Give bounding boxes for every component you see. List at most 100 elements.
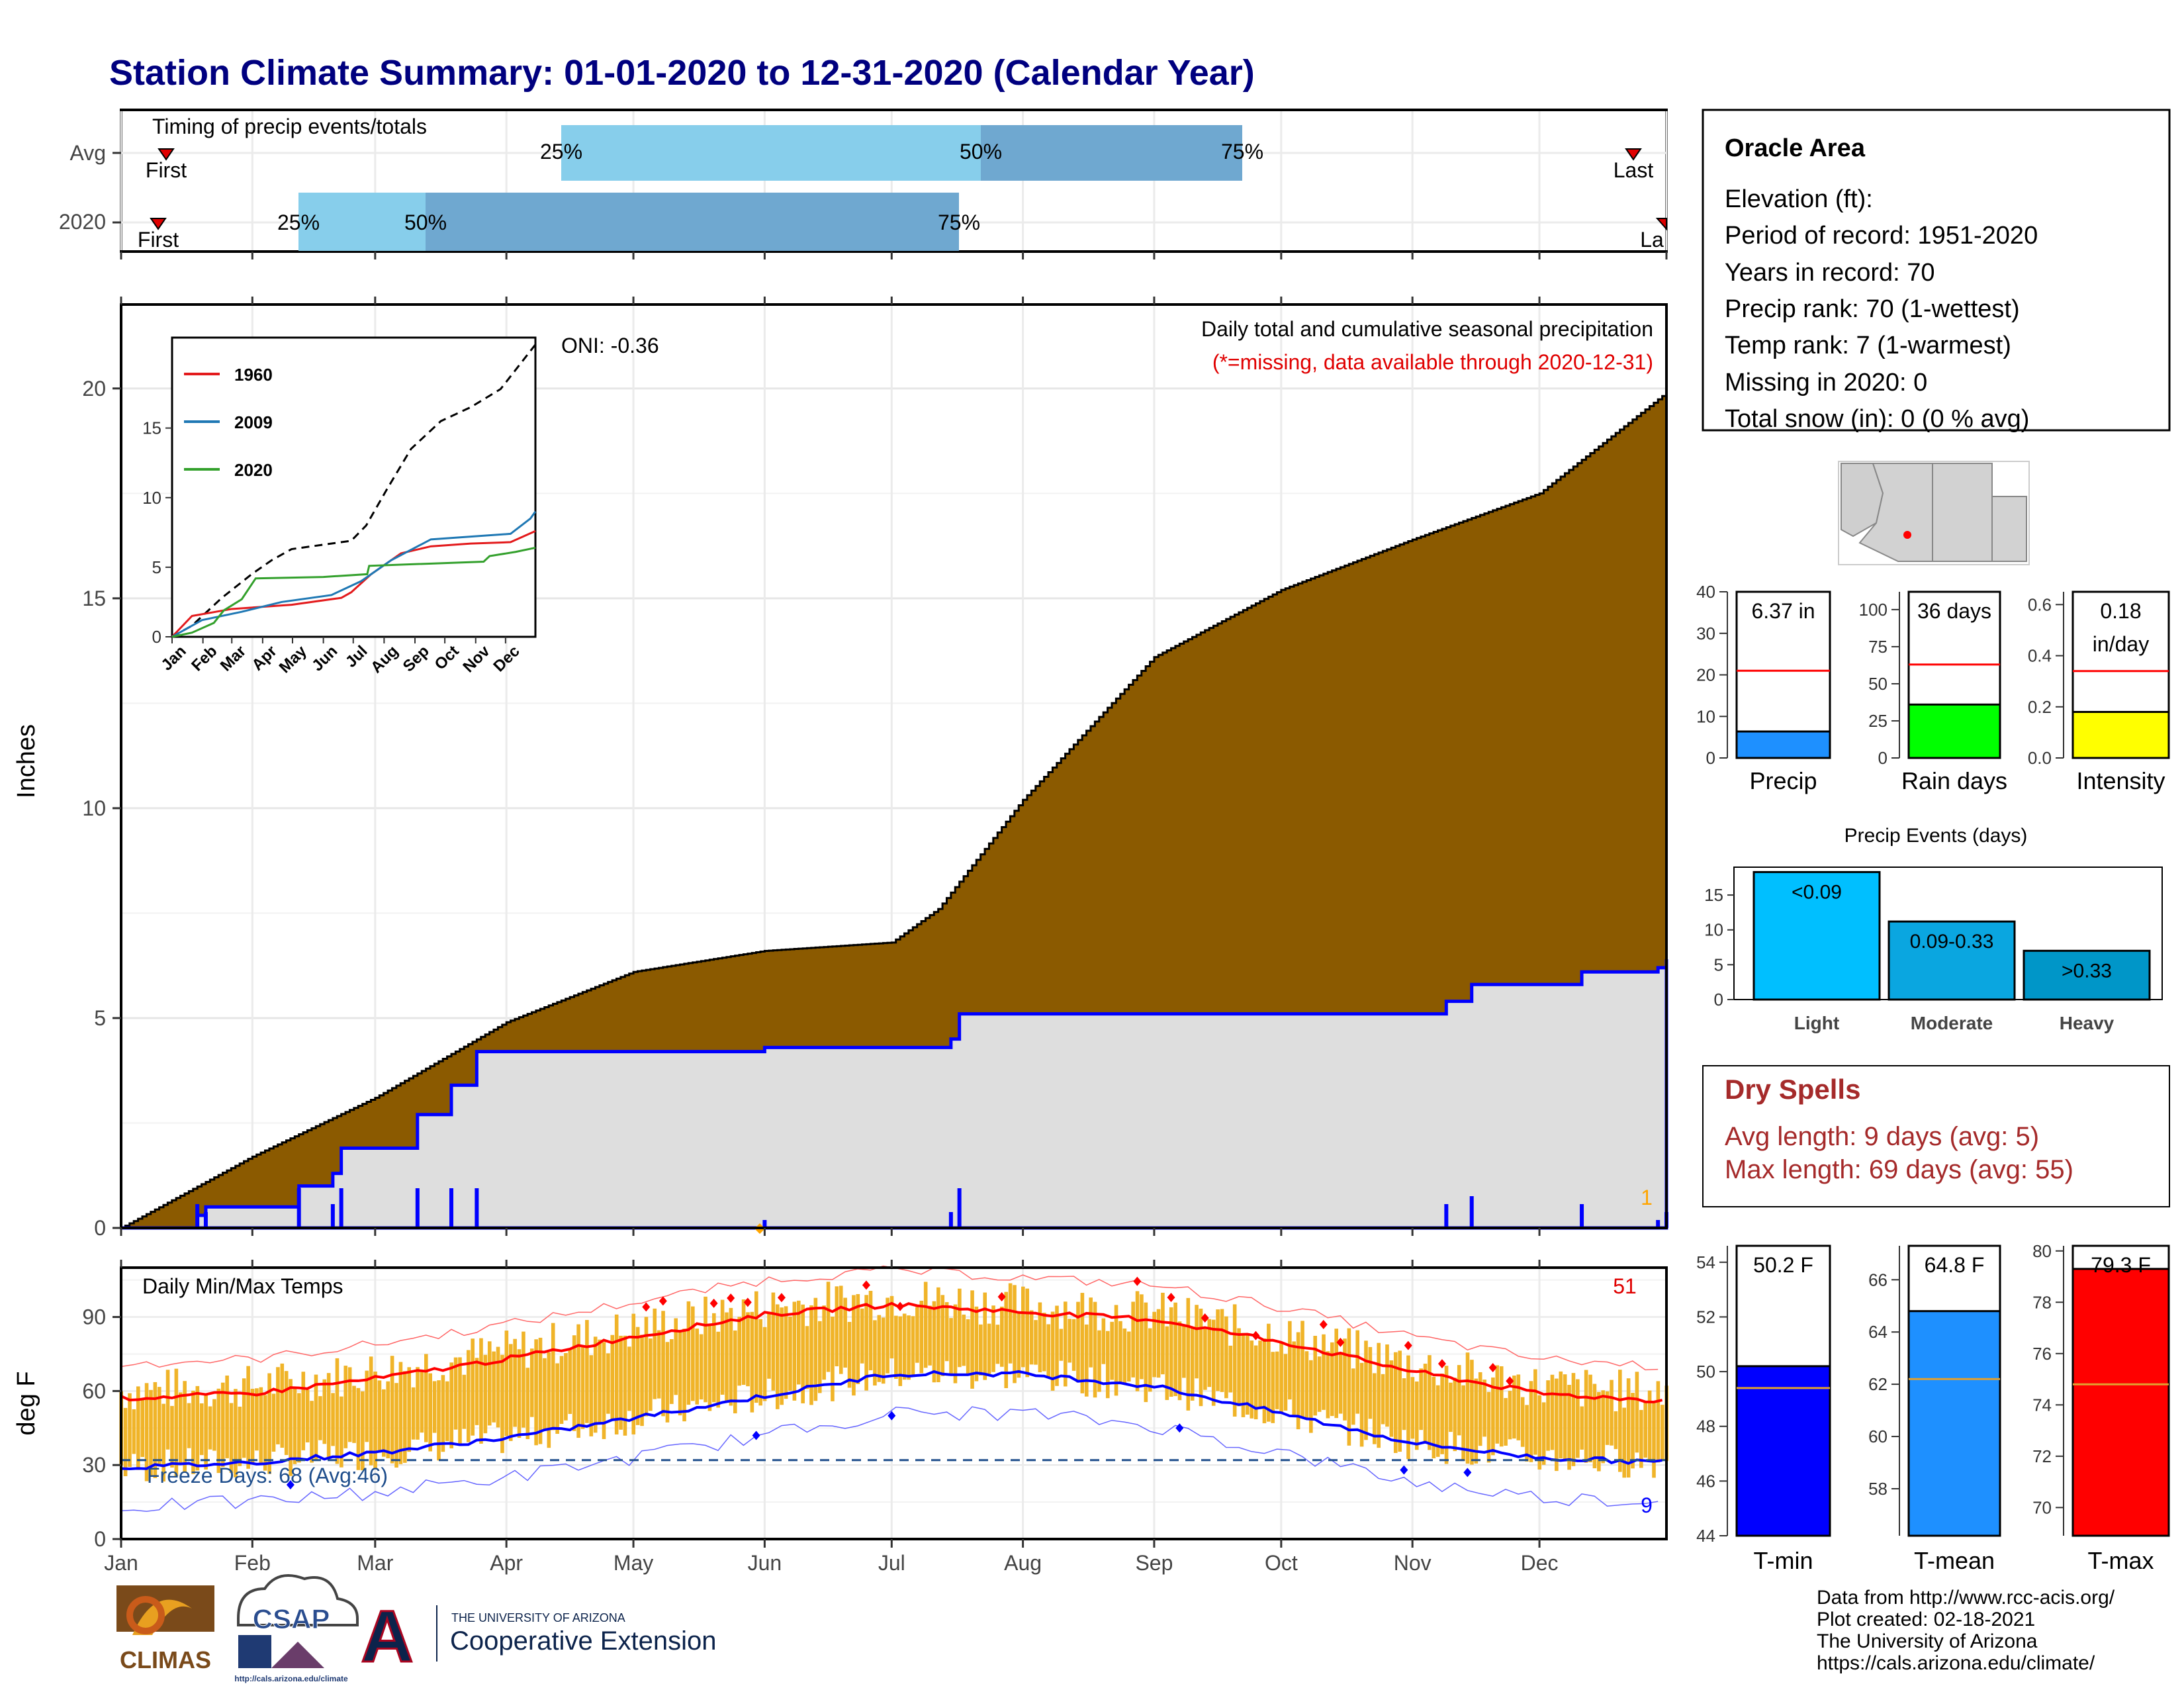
daily-temp-bar (940, 1295, 945, 1376)
daily-temp-bar (1250, 1340, 1254, 1419)
daily-temp-bar (1635, 1372, 1639, 1453)
daily-temp-bar (1516, 1374, 1521, 1440)
daily-temp-bar (1351, 1368, 1355, 1425)
daily-temp-bar (1652, 1402, 1656, 1478)
daily-temp-bar (369, 1356, 373, 1466)
timing-2020-p75: 75% (938, 211, 980, 234)
tmean-bar-value-label: 64.8 F (1925, 1253, 1985, 1277)
daily-temp-bar (602, 1342, 606, 1439)
tmean-bar: 58 60 62 64 66 64.8 F T-mean (1868, 1244, 2001, 1574)
daily-temp-bar (403, 1371, 407, 1463)
daily-precip-bar (330, 1204, 335, 1228)
tmin-bar-ytick-label: 44 (1696, 1526, 1715, 1546)
events-bar-label: Light (1794, 1013, 1839, 1033)
daily-temp-bar (1491, 1377, 1495, 1456)
daily-temp-bar (1470, 1360, 1474, 1465)
precip-ytick-label: 15 (82, 586, 106, 610)
daily-temp-bar (466, 1350, 471, 1442)
dry-spells-line-2: Max length: 69 days (avg: 55) (1725, 1155, 2073, 1184)
daily-temp-bar (1377, 1342, 1381, 1448)
daily-temp-bar (923, 1282, 928, 1368)
ua-logo: A THE UNIVERSITY OF ARIZONA Cooperative … (360, 1595, 717, 1679)
station-location-dot (1903, 531, 1911, 539)
daily-temp-bar (1398, 1350, 1402, 1452)
daily-temp-bar (534, 1339, 538, 1446)
daily-temp-bar (1499, 1366, 1504, 1447)
daily-temp-bar (301, 1372, 306, 1450)
daily-temp-bar (1563, 1374, 1567, 1462)
daily-temp-bar (525, 1368, 530, 1440)
climas-logo: CLIMAS (116, 1585, 214, 1673)
inset-ytick-label: 0 (152, 627, 161, 647)
csap-logo-url: http://cals.arizona.edu/climate (234, 1674, 348, 1683)
precip-ytick-label: 5 (94, 1006, 106, 1030)
record-high-marker (1336, 1337, 1345, 1347)
daily-temp-bar (458, 1357, 462, 1446)
daily-temp-bar (1389, 1360, 1394, 1437)
precip-frame (120, 303, 1668, 1229)
daily-temp-bar (496, 1346, 500, 1428)
record-high-marker (1506, 1376, 1514, 1386)
daily-temp-bar (640, 1335, 644, 1427)
temp-xtick-label: Jul (878, 1551, 905, 1575)
daily-temp-bar (543, 1358, 547, 1431)
timing-avg-bar-early (561, 125, 981, 181)
rain-days-bar-ytick-label: 100 (1859, 600, 1888, 620)
footer-line-3: The University of Arizona (1817, 1630, 2038, 1652)
daily-temp-bar (902, 1313, 907, 1380)
daily-temp-bar (1330, 1342, 1334, 1417)
daily-temp-bar (1428, 1355, 1432, 1450)
daily-temp-bar (627, 1346, 631, 1411)
daily-temp-bar (522, 1331, 525, 1428)
daily-temp-bar (1156, 1309, 1161, 1378)
temp-panel: 0 30 60 90 Jan Feb Mar Apr May Jun Jul Aug Sep Oct Nov… (13, 1260, 1668, 1575)
daily-temp-bar (250, 1389, 255, 1463)
daily-temp-bar (919, 1300, 924, 1374)
daily-precip-bar (339, 1188, 343, 1228)
precip-total-bar-frame (1735, 590, 1831, 759)
inset-2020-line (171, 546, 536, 638)
temp-ytick-label: 30 (82, 1453, 106, 1477)
daily-temp-bar (280, 1363, 285, 1448)
events-bar-moderate (1888, 920, 2016, 1001)
timing-avg-p75: 75% (1221, 140, 1263, 164)
daily-temp-bar (1580, 1406, 1584, 1450)
daily-temp-bar (508, 1344, 513, 1441)
daily-temp-bar (1195, 1305, 1199, 1379)
daily-temp-bar (1296, 1332, 1300, 1430)
daily-temp-bar (962, 1314, 966, 1366)
intensity-bar-ytick-label: 0.2 (2028, 697, 2052, 717)
daily-temp-bar (1309, 1360, 1313, 1433)
daily-temp-bar (335, 1358, 340, 1464)
daily-temp-bar (1292, 1341, 1297, 1417)
precip-total-bar-label: Precip (1749, 767, 1817, 794)
avg-min-line (120, 1370, 1662, 1470)
daily-temp-bar (199, 1403, 204, 1456)
inset-frame (171, 336, 537, 638)
daily-temp-bar (1322, 1334, 1326, 1410)
info-line-temp-rank: Temp rank: 7 (1-warmest) (1725, 332, 2011, 359)
daily-temp-bar (1546, 1380, 1550, 1451)
daily-temp-bar (1148, 1328, 1152, 1392)
daily-temp-bar (340, 1396, 343, 1468)
info-line-elevation: Elevation (ft): (1725, 185, 1873, 213)
daily-temp-bar (1046, 1324, 1050, 1378)
daily-temp-bar (1173, 1302, 1177, 1397)
record-high-marker (709, 1298, 718, 1308)
timing-panel: Timing of precip events/totals Avg 2020 … (59, 109, 1668, 259)
daily-temp-bar (144, 1383, 149, 1481)
daily-temp-bar (1512, 1375, 1516, 1439)
ua-letter: A (361, 1596, 413, 1677)
summary-temp-bars: 44 46 48 50 52 54 50.2 F T-min 58 60 62 64 66 64.8 F T… (1696, 1241, 2170, 1574)
tmin-bar-value-bar (1735, 1365, 1831, 1537)
daily-temp-bar (382, 1389, 386, 1457)
daily-temp-bar (657, 1330, 661, 1399)
daily-temp-bar (1068, 1319, 1071, 1363)
daily-temp-bar (674, 1318, 678, 1395)
daily-temp-bar (1610, 1380, 1614, 1446)
daily-temp-bar (1432, 1376, 1436, 1459)
temp-xtick-label: Nov (1394, 1551, 1432, 1575)
daily-temp-bar (949, 1318, 953, 1374)
daily-temp-bar (771, 1292, 776, 1391)
rain-days-bar-label: Rain days (1901, 767, 2007, 794)
